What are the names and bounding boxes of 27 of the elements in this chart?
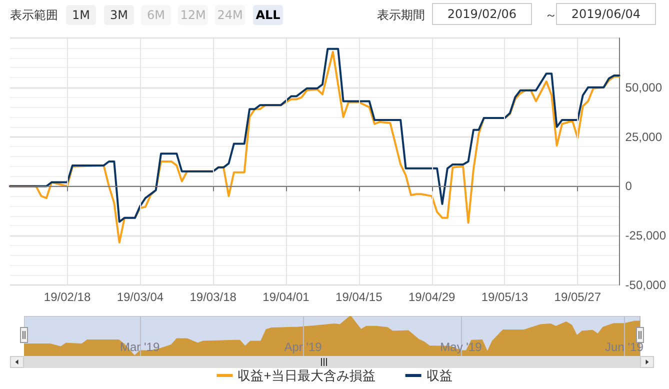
text: ALL — [253, 5, 283, 25]
x-tick-label: 19/02/18 — [44, 290, 91, 304]
text: 2019/06/04 — [556, 3, 656, 25]
text: ～ — [545, 7, 557, 24]
legend-label: 収益+当日最大含み損益 — [238, 368, 376, 383]
y-tick-label: -25,000 — [625, 228, 666, 243]
text: 表示期間 — [377, 7, 425, 24]
x-tick-label: 19/04/15 — [336, 290, 383, 304]
y-tick-label: -50,000 — [625, 278, 666, 292]
x-tick-label: Apr '19 — [284, 340, 322, 354]
y-tick-label: 50,000 — [625, 80, 662, 94]
text: 表示範囲 — [10, 7, 58, 24]
x-tick-label: 19/05/27 — [554, 290, 602, 304]
y-tick-label: 25,000 — [625, 130, 662, 144]
text: 1M — [66, 5, 96, 25]
x-tick-label: 19/04/29 — [408, 290, 456, 304]
x-tick-label: 19/05/13 — [481, 290, 528, 304]
text: 2019/02/06 — [432, 3, 532, 25]
x-tick-label: 19/03/18 — [190, 290, 237, 304]
x-tick-label: 19/03/04 — [116, 290, 164, 304]
legend-label: 収益 — [426, 368, 452, 383]
text: 3M — [104, 5, 134, 25]
text: 12M — [178, 5, 208, 25]
x-tick-label: 19/04/01 — [262, 290, 310, 304]
text: 24M — [215, 5, 245, 25]
y-tick-label: 0 — [625, 179, 632, 194]
text: 6M — [141, 5, 171, 25]
